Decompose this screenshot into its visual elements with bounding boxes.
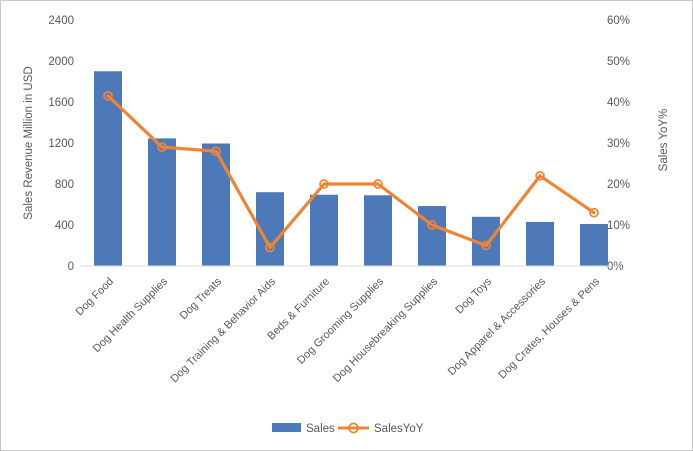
left-axis-tick-label: 2000 <box>48 56 74 68</box>
salesyoy-marker[interactable] <box>211 146 221 157</box>
right-axis-title: Sales YoY% <box>658 109 670 172</box>
salesyoy-marker[interactable] <box>103 90 113 101</box>
x-axis-category-label: Dog Housebreaking Supplies <box>331 275 441 385</box>
legend-salesyoy-marker[interactable] <box>348 422 359 434</box>
right-axis-tick-label: 20% <box>607 179 630 191</box>
sales-bar[interactable] <box>202 143 230 266</box>
salesyoy-marker[interactable] <box>157 142 167 152</box>
salesyoy-line[interactable] <box>106 94 596 250</box>
salesyoy-marker[interactable] <box>481 240 491 251</box>
right-axis-tick-label: 60% <box>607 15 630 27</box>
x-axis-category-label: Dog Apparel & Accessories <box>446 275 549 378</box>
salesyoy-marker[interactable] <box>265 242 275 253</box>
salesyoy-marker[interactable] <box>427 220 437 230</box>
left-axis-tick-label: 0 <box>68 261 74 273</box>
x-axis-category-label: Dog Toys <box>453 275 494 316</box>
x-axis-category-label: Dog Food <box>73 276 116 319</box>
legend-salesyoy-label[interactable]: SalesYoY <box>374 423 424 435</box>
left-axis-tick-label: 1200 <box>48 138 74 150</box>
right-axis-tick-label: 10% <box>607 220 630 232</box>
salesyoy-marker[interactable] <box>535 170 545 181</box>
left-axis-tick-label: 400 <box>55 220 74 232</box>
sales-bar[interactable] <box>580 223 608 266</box>
x-axis-category-label: Dog Crates, Houses & Pens <box>496 275 602 381</box>
sales-bar[interactable] <box>148 138 176 266</box>
sales-bar[interactable] <box>364 195 392 266</box>
left-axis-title: Sales Revenue Million in USD <box>23 66 35 219</box>
x-axis-category-label: Dog Treats <box>178 275 225 322</box>
sales-bar[interactable] <box>526 221 554 266</box>
left-axis-tick-label: 2400 <box>48 15 74 27</box>
sales-bar[interactable] <box>310 194 338 266</box>
right-axis-tick-label: 40% <box>607 97 630 109</box>
legend-sales-label[interactable]: Sales <box>306 423 335 435</box>
right-axis-tick-label: 30% <box>607 138 630 150</box>
sales-bar[interactable] <box>418 206 446 266</box>
legend-sales-swatch[interactable] <box>272 423 301 432</box>
salesyoy-marker[interactable] <box>589 207 599 218</box>
salesyoy-marker[interactable] <box>319 179 329 189</box>
x-axis-category-label: Dog Training & Behavior Aids <box>168 275 278 385</box>
right-axis-tick-label: 50% <box>607 56 630 68</box>
right-axis-tick-label: 0% <box>607 261 624 273</box>
left-axis-tick-label: 800 <box>55 179 74 191</box>
salesyoy-marker[interactable] <box>373 179 383 189</box>
left-axis-tick-label: 1600 <box>48 97 74 109</box>
x-axis-category-label: Dog Grooming Supplies <box>295 275 386 366</box>
